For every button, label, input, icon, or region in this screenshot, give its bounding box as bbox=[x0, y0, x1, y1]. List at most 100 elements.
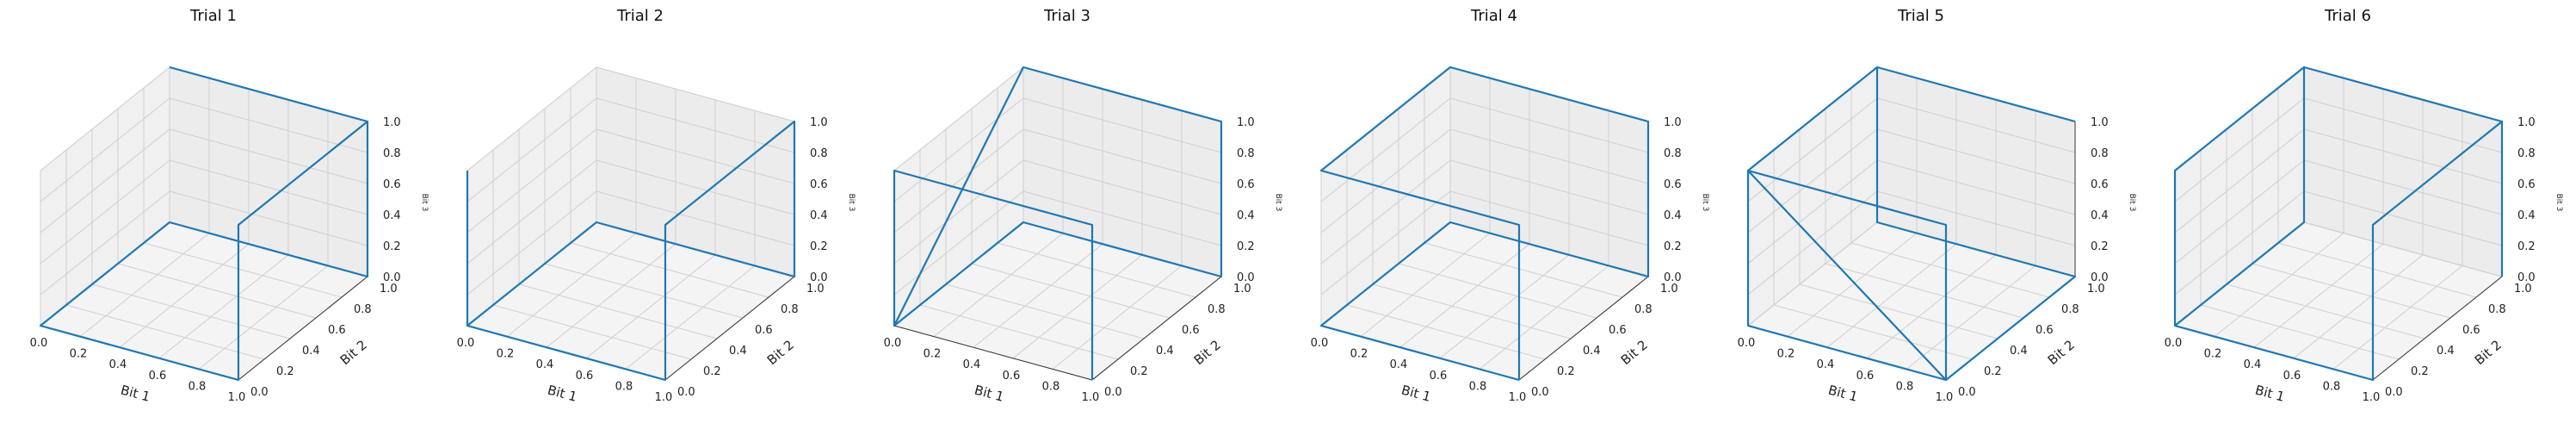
x-tick-label: 1.0 bbox=[228, 391, 246, 404]
x-axis-label: Bit 1 bbox=[1826, 382, 1859, 404]
gridline bbox=[1439, 254, 1570, 359]
x-tick-label: 0.0 bbox=[1738, 337, 1756, 350]
gridline bbox=[1747, 97, 1878, 202]
z-tick-label: 0.8 bbox=[2517, 147, 2536, 160]
gridline bbox=[198, 265, 329, 370]
subplot-title: Trial 3 bbox=[1043, 7, 1090, 25]
x-tick-label: 0.0 bbox=[884, 337, 902, 350]
gridline bbox=[1876, 128, 2076, 184]
gridline bbox=[2293, 254, 2424, 359]
y-tick-label: 0.8 bbox=[1634, 303, 1652, 316]
gridline bbox=[1850, 242, 2050, 298]
gridline bbox=[1372, 283, 1572, 339]
gridline bbox=[570, 242, 769, 298]
gridline bbox=[1747, 128, 1878, 233]
z-axis-label: Bit 3 bbox=[847, 194, 856, 212]
gridline bbox=[492, 304, 692, 360]
gridline bbox=[40, 128, 170, 233]
gridline bbox=[506, 233, 637, 337]
z-tick-label: 0.0 bbox=[810, 271, 828, 284]
gridline bbox=[933, 233, 1064, 337]
z-tick-label: 0.2 bbox=[1237, 240, 1255, 253]
x-axis-label: Bit 1 bbox=[1399, 382, 1432, 404]
gridline bbox=[1773, 304, 1973, 360]
gridline bbox=[2200, 304, 2400, 360]
z-tick-label: 1.0 bbox=[1664, 116, 1682, 129]
z-tick-label: 0.2 bbox=[383, 240, 401, 253]
z-tick-label: 0.2 bbox=[2091, 240, 2109, 253]
x-tick-label: 1.0 bbox=[2363, 391, 2381, 404]
gridline bbox=[1747, 159, 1878, 265]
z-tick-label: 0.2 bbox=[2517, 240, 2536, 253]
gridline bbox=[1866, 254, 1997, 359]
gridline bbox=[2226, 283, 2425, 339]
gridline bbox=[997, 242, 1196, 298]
x-tick-label: 0.4 bbox=[963, 358, 981, 371]
y-tick-label: 0.4 bbox=[729, 345, 747, 358]
z-tick-label: 1.0 bbox=[810, 116, 828, 129]
z-tick-label: 0.0 bbox=[1664, 271, 1682, 284]
x-tick-label: 0.2 bbox=[924, 348, 942, 361]
gridline bbox=[1320, 159, 1451, 265]
gridline bbox=[596, 97, 795, 153]
z-tick-label: 0.0 bbox=[2517, 271, 2536, 284]
gridline bbox=[1424, 242, 1623, 298]
x-tick-label: 0.2 bbox=[1777, 348, 1795, 361]
gridline bbox=[1022, 190, 1222, 246]
gridline bbox=[1479, 265, 1609, 370]
z-tick-label: 0.8 bbox=[383, 147, 401, 160]
gridline bbox=[117, 263, 317, 319]
x-tick-label: 0.8 bbox=[1469, 380, 1487, 393]
gridline bbox=[2214, 233, 2344, 337]
z-tick-label: 0.6 bbox=[2517, 178, 2536, 191]
gridline bbox=[169, 159, 368, 215]
gridline bbox=[596, 66, 795, 122]
gridline bbox=[893, 190, 1024, 296]
z-tick-label: 0.8 bbox=[2091, 147, 2109, 160]
subplot-title: Trial 4 bbox=[1470, 7, 1517, 25]
gridline bbox=[2174, 97, 2305, 202]
z-tick-label: 1.0 bbox=[383, 116, 401, 129]
gridline bbox=[1799, 283, 1998, 339]
z-tick-label: 0.4 bbox=[2091, 209, 2109, 222]
axis-line bbox=[664, 276, 795, 381]
x-tick-label: 0.0 bbox=[1311, 337, 1329, 350]
x-tick-label: 1.0 bbox=[1509, 391, 1527, 404]
z-tick-label: 0.2 bbox=[1664, 240, 1682, 253]
gridline bbox=[169, 97, 368, 153]
gridline bbox=[919, 304, 1119, 360]
gridline bbox=[2303, 97, 2503, 153]
subplot-3: 0.00.20.40.60.81.0 0.00.20.40.60.81.00.00… bbox=[884, 7, 1282, 405]
x-tick-label: 0.4 bbox=[1390, 358, 1408, 371]
gridline bbox=[1012, 254, 1143, 359]
y-tick-label: 1.0 bbox=[2087, 283, 2105, 296]
x-tick-label: 0.8 bbox=[2323, 380, 2341, 393]
axis-line bbox=[893, 325, 1093, 381]
y-tick-label: 0.0 bbox=[1958, 386, 1976, 399]
z-tick-label: 0.6 bbox=[2091, 178, 2109, 191]
gridline bbox=[119, 243, 250, 348]
z-tick-label: 0.8 bbox=[810, 147, 828, 160]
z-axis-label: Bit 3 bbox=[1701, 194, 1709, 212]
y-tick-label: 0.2 bbox=[1984, 365, 2002, 378]
gridline bbox=[1449, 128, 1649, 184]
gridline bbox=[466, 66, 597, 171]
gridline bbox=[2174, 128, 2305, 233]
y-axis-label: Bit 2 bbox=[1191, 337, 1224, 368]
gridline bbox=[544, 263, 744, 319]
y-axis-label: Bit 2 bbox=[2472, 337, 2505, 368]
gridline bbox=[2303, 159, 2503, 215]
gridline bbox=[2252, 263, 2451, 319]
gridline bbox=[1022, 128, 1222, 184]
subplot-4: 0.00.20.40.60.81.0 0.00.20.40.60.81.00.00… bbox=[1311, 7, 1709, 405]
y-tick-label: 0.0 bbox=[1531, 386, 1549, 399]
x-tick-label: 0.6 bbox=[1856, 370, 1875, 383]
y-tick-label: 0.0 bbox=[677, 386, 695, 399]
gridline bbox=[1876, 159, 2076, 215]
gridline bbox=[596, 190, 795, 246]
axis-line bbox=[1091, 276, 1222, 381]
y-tick-label: 0.8 bbox=[354, 303, 372, 316]
y-tick-label: 0.6 bbox=[2462, 324, 2480, 337]
gridline bbox=[585, 254, 716, 359]
